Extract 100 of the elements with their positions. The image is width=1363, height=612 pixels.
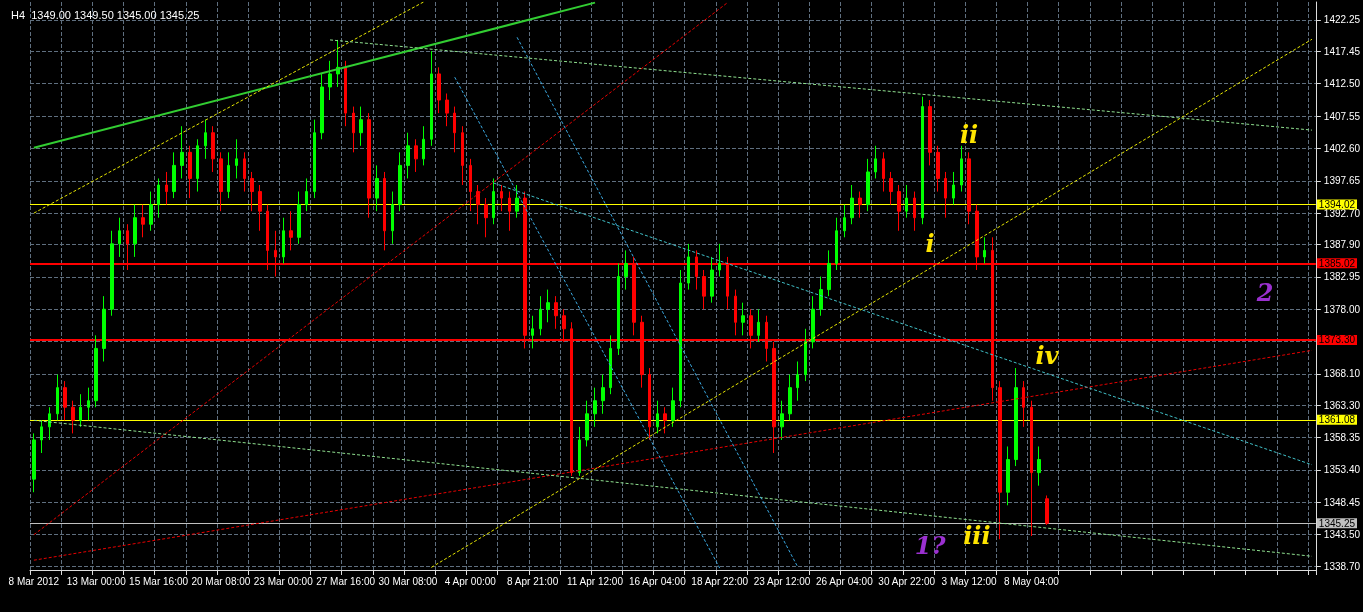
candlestick [305,177,308,212]
x-tick-label: 8 May 04:00 [1003,575,1060,587]
candlestick [905,184,908,219]
candlestick [250,171,254,212]
candlestick [118,217,121,258]
candlestick [983,236,986,264]
candlestick [804,328,807,382]
candlestick [476,184,480,225]
x-tick-label: 27 Mar 16:00 [316,575,376,587]
annotation: ii [959,120,979,150]
candlestick [936,145,940,193]
annotation: iv [1035,341,1060,371]
candlestick [734,289,737,336]
x-tick-label: 30 Apr 22:00 [878,575,936,587]
x-tick-label: 11 Apr 12:00 [567,575,624,587]
candlestick [367,112,371,219]
candlestick [944,171,947,219]
candlestick [663,406,667,434]
candlestick [71,400,75,434]
y-tick-label: 1378.00 [1323,303,1361,315]
candlestick [289,210,293,251]
candlestick [515,184,519,219]
candlestick [578,426,581,477]
candlestick [952,171,955,206]
candlestick [757,308,760,343]
candlestick [297,191,301,245]
x-tick-label: 13 Mar 00:00 [66,575,127,587]
candlestick [788,374,792,421]
ref-line-label: 1361.08 [1318,414,1356,426]
x-tick-label: 3 May 12:00 [941,575,998,587]
candlestick [398,151,402,212]
candlestick [671,387,675,428]
candlestick [741,302,745,336]
y-tick-label: 1397.65 [1323,175,1361,187]
candlestick [414,138,418,173]
candlestick [656,400,659,434]
candlestick [928,99,932,166]
candlestick [718,243,721,278]
candlestick [679,269,682,408]
annotation: i [925,229,935,259]
candlestick [141,204,145,238]
ref-line-label: 1385.02 [1318,257,1356,269]
candlestick [406,132,410,179]
candlestick [172,151,176,199]
candlestick [227,151,230,199]
y-tick-label: 1412.50 [1323,78,1361,90]
x-tick-label: 8 Apr 21:00 [507,575,559,587]
candlestick [32,432,36,493]
candlestick [617,262,620,356]
candlestick [687,243,690,291]
x-tick-label: 23 Apr 12:00 [753,575,811,587]
candlestick [539,295,542,336]
candlestick [344,60,347,127]
candlestick [897,184,901,232]
candlestick [593,387,597,428]
candlestick [87,387,90,421]
candlestick [282,217,285,264]
candlestick [819,276,823,317]
candlestick [710,256,714,304]
y-tick-label: 1407.55 [1323,110,1361,122]
candlestick [63,380,67,421]
candlestick [313,119,316,199]
candlestick [874,145,877,179]
candlestick [531,315,534,349]
candlestick [219,151,223,212]
candlestick [850,184,854,225]
candlestick [359,106,363,147]
candlestick [258,184,262,232]
y-tick-label: 1387.90 [1323,238,1361,250]
candlestick [243,151,246,193]
x-tick-label: 20 Mar 08:00 [191,575,251,587]
text: H4 1349.00 1349.50 1345.00 1345.25 [11,8,200,21]
candlestick [196,138,199,193]
y-tick-label: 1353.40 [1323,464,1361,476]
candlestick [835,217,838,271]
candlestick [1022,380,1025,428]
y-tick-label: 1338.70 [1323,560,1361,572]
y-tick-label: 1402.60 [1323,142,1361,154]
candlestick [94,334,98,408]
y-tick-label: 1382.95 [1323,271,1361,283]
candlestick [461,125,464,186]
candlestick [430,50,433,147]
y-tick-label: 1368.10 [1323,368,1361,380]
candlestick [796,360,799,402]
candlestick [780,400,784,441]
y-tick-label: 1422.25 [1323,14,1361,26]
candlestick [40,419,43,454]
candlestick [843,204,846,238]
candlestick [188,145,192,199]
x-tick-label: 26 Apr 04:00 [816,575,874,587]
x-tick-label: 8 Mar 2012 [8,575,60,587]
candlestick [165,171,168,206]
candlestick [469,158,472,212]
candlestick [1045,494,1049,526]
candlestick [921,96,924,225]
x-tick-label: 15 Mar 16:00 [129,575,189,587]
candlestick [375,164,379,212]
candlestick [383,171,386,251]
candlestick [609,334,612,395]
candlestick [858,191,862,219]
